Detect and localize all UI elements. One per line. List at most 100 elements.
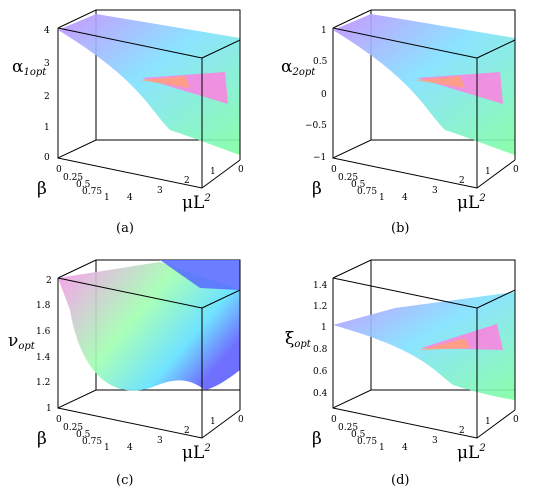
surface-highlight2-a [140, 76, 190, 88]
caption-c: (c) [116, 473, 133, 488]
y-tick: 4 [127, 193, 133, 203]
box-edges-front [57, 260, 241, 439]
box-edges-front [332, 10, 516, 189]
z-tick: 1 [44, 123, 50, 133]
z-axis-label-a: α1opt [12, 57, 47, 78]
z-tick: 2 [44, 92, 50, 102]
surface-c [58, 262, 240, 391]
x-tick: 0.75 [82, 437, 102, 447]
y-axis-ticks-a: 4 3 2 1 0 [127, 165, 244, 203]
surface-plot-b: 1 0.5 0 −0.5 −1 0 0.25 0.5 0.75 1 4 3 2 … [281, 9, 519, 236]
x-tick: 0.75 [357, 437, 377, 447]
panel-b: 1 0.5 0 −0.5 −1 0 0.25 0.5 0.75 1 4 3 2 … [275, 0, 550, 245]
x-axis-ticks-c: 0 0.25 0.5 0.75 1 [56, 415, 110, 453]
y-tick: 1 [210, 167, 216, 177]
z-tick: −0.5 [305, 121, 327, 131]
x-axis-ticks-a: 0 0.25 0.5 0.75 1 [56, 165, 110, 203]
x-tick: 0 [331, 415, 337, 425]
z-tick: 0.6 [313, 367, 328, 377]
surface-plot-a: 4 3 2 1 0 0 0.25 0.5 0.75 1 4 3 2 1 0 α1… [12, 9, 244, 236]
y-tick: 3 [432, 186, 438, 196]
panel-a: 4 3 2 1 0 0 0.25 0.5 0.75 1 4 3 2 1 0 α1… [0, 0, 275, 245]
y-tick: 4 [127, 443, 133, 453]
x-tick: 0.25 [338, 423, 358, 433]
z-tick: 1 [321, 323, 327, 333]
x-tick: 0.5 [76, 430, 91, 440]
surface-top-strip-c [160, 260, 240, 290]
caption-a: (a) [116, 221, 134, 236]
z-tick: 1.2 [36, 378, 50, 388]
y-tick: 0 [513, 165, 519, 175]
z-tick: 1.4 [36, 353, 51, 363]
y-tick: 4 [402, 443, 408, 453]
y-axis-label-b: μL2 [457, 193, 486, 213]
y-tick: 4 [402, 193, 408, 203]
box-edges-front [57, 10, 241, 189]
x-axis-label-c: β [37, 429, 47, 449]
y-tick: 0 [238, 415, 244, 425]
x-axis-label-b: β [312, 179, 322, 199]
z-axis-ticks-a: 4 3 2 1 0 [44, 26, 50, 163]
z-tick: 0.8 [313, 345, 328, 355]
y-tick: 2 [184, 426, 190, 436]
y-tick: 0 [238, 165, 244, 175]
x-tick: 0.5 [351, 180, 366, 190]
x-tick: 0 [56, 165, 62, 175]
x-tick: 0.75 [357, 187, 377, 197]
x-tick: 0 [331, 165, 337, 175]
z-tick: 4 [44, 26, 50, 36]
z-tick: 1 [321, 26, 327, 36]
caption-d: (d) [391, 473, 409, 488]
y-tick: 2 [184, 176, 190, 186]
x-tick: 0.5 [76, 180, 91, 190]
z-tick: 1.8 [36, 301, 51, 311]
y-tick: 1 [485, 417, 491, 427]
z-tick: 0 [321, 90, 327, 100]
y-axis-ticks-c: 4 3 2 1 0 [127, 415, 244, 453]
z-axis-ticks-d: 1.4 1.2 1 0.8 0.6 0.4 [313, 281, 328, 399]
z-tick: −1 [313, 153, 326, 163]
z-axis-ticks-c: 2 1.8 1.6 1.4 1.2 1 [36, 276, 52, 414]
y-tick: 2 [459, 426, 465, 436]
x-axis-ticks-d: 0 0.25 0.5 0.75 1 [331, 415, 385, 453]
y-tick: 3 [157, 436, 163, 446]
z-tick: 1.6 [36, 327, 51, 337]
panel-d: 1.4 1.2 1 0.8 0.6 0.4 0 0.25 0.5 0.75 1 … [275, 250, 550, 495]
z-tick: 1.4 [313, 281, 328, 291]
z-axis-label-d: ξopt [285, 329, 312, 350]
x-tick: 1 [104, 193, 110, 203]
z-axis-label-b: α2opt [281, 57, 316, 78]
surface-a [58, 14, 240, 155]
x-tick: 0.75 [82, 187, 102, 197]
y-axis-label-a: μL2 [182, 193, 211, 213]
z-tick: 1 [46, 404, 52, 414]
surface-highlight2-b [415, 76, 465, 88]
surface-plot-d: 1.4 1.2 1 0.8 0.6 0.4 0 0.25 0.5 0.75 1 … [285, 259, 519, 488]
caption-b: (b) [391, 221, 409, 236]
y-tick: 0 [513, 415, 519, 425]
x-axis-ticks-b: 0 0.25 0.5 0.75 1 [331, 165, 385, 203]
z-axis-label-c: νopt [8, 331, 36, 352]
box-edges-front [332, 260, 516, 439]
surface-b [333, 14, 515, 155]
y-tick: 3 [432, 436, 438, 446]
y-tick: 3 [157, 186, 163, 196]
x-tick: 0.25 [338, 173, 358, 183]
z-tick: 1.2 [313, 302, 327, 312]
y-tick: 2 [459, 176, 465, 186]
surface-highlight2-d [419, 338, 470, 350]
z-tick: 2 [46, 276, 52, 286]
y-tick: 1 [210, 417, 216, 427]
panel-c: 2 1.8 1.6 1.4 1.2 1 0 0.25 0.5 0.75 1 4 … [0, 250, 275, 495]
y-axis-ticks-b: 4 3 2 1 0 [402, 165, 519, 203]
y-tick: 1 [485, 167, 491, 177]
surface-highlight-d [421, 324, 503, 350]
z-tick: 0.5 [313, 57, 328, 67]
z-tick: 0.4 [313, 389, 328, 399]
x-tick: 0.5 [351, 430, 366, 440]
z-tick: 3 [44, 59, 50, 69]
x-axis-label-a: β [37, 179, 47, 199]
x-tick: 0 [56, 415, 62, 425]
x-tick: 1 [104, 443, 110, 453]
x-tick: 0.25 [63, 173, 83, 183]
